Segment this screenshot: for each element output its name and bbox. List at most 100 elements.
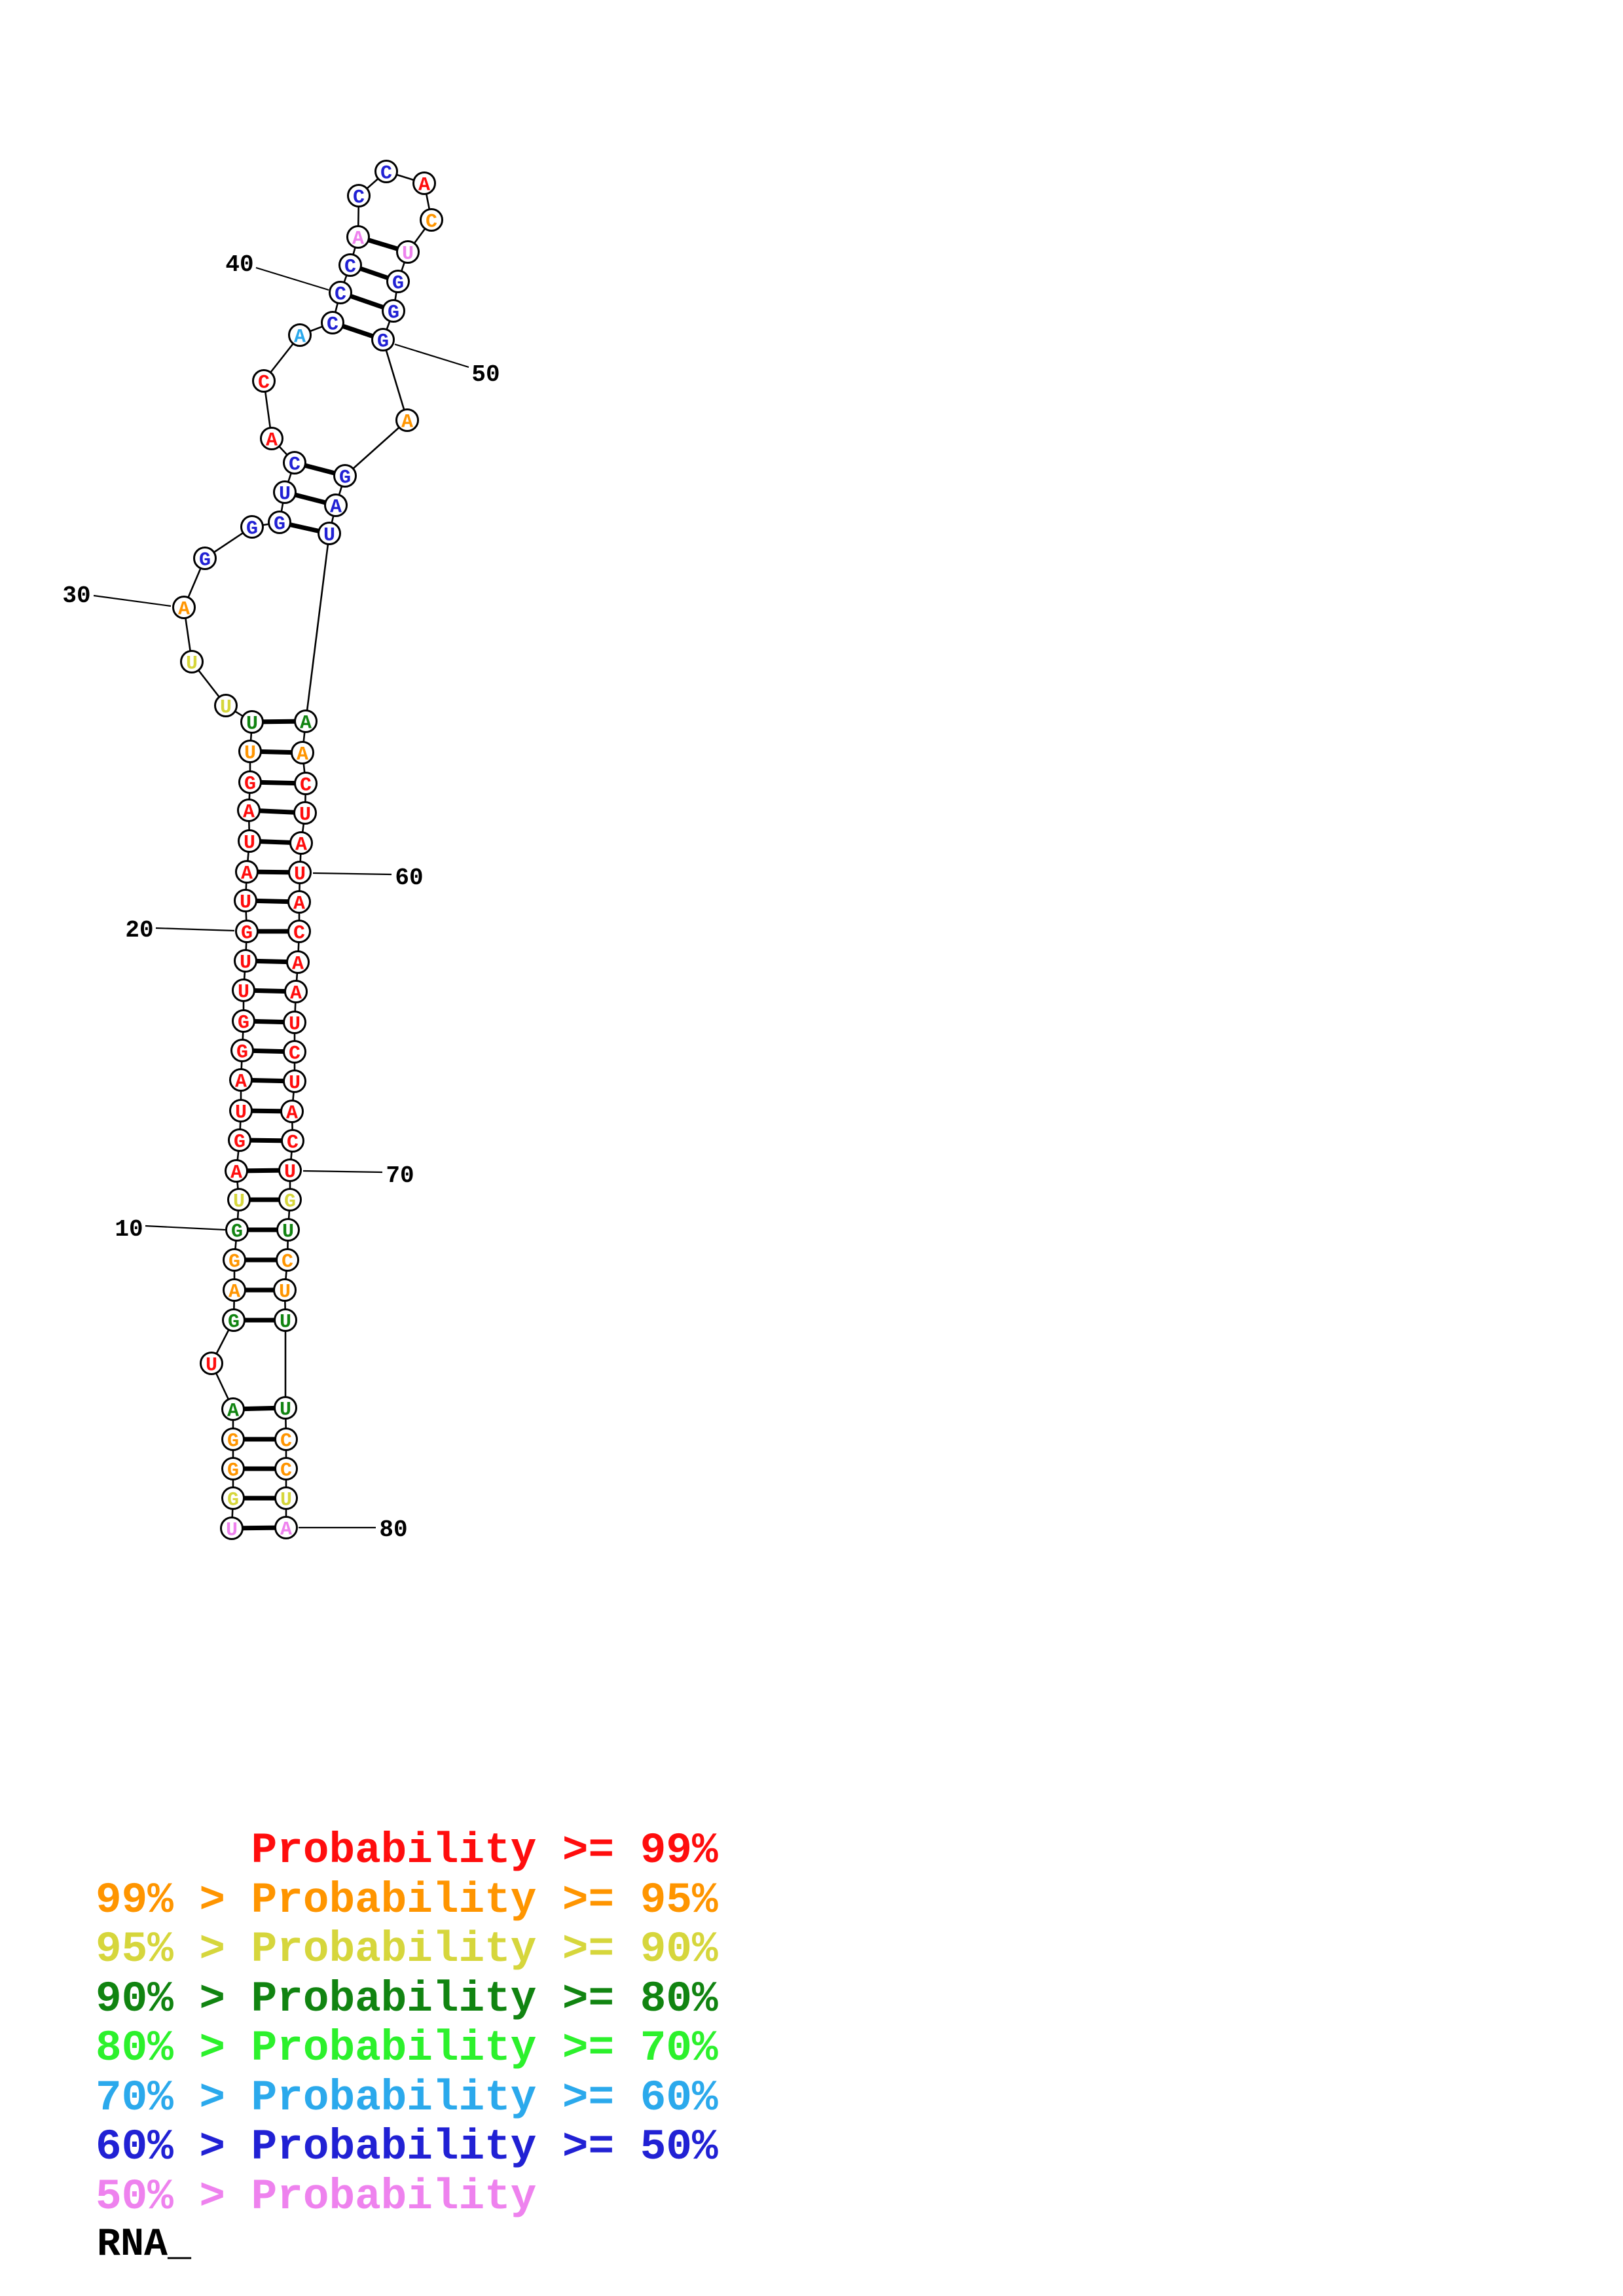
nucleotide-letter-36: A	[266, 430, 278, 452]
nucleotide-letter-57: C	[300, 775, 312, 797]
nucleotide-letter-41: C	[344, 257, 356, 279]
nucleotide-circle-8	[223, 1278, 246, 1302]
nucleotide-letter-8: A	[228, 1282, 240, 1304]
nucleotide-letter-29: U	[186, 653, 198, 675]
nucleotide-letter-15: A	[235, 1071, 247, 1094]
nucleotide-letter-37: C	[258, 372, 270, 395]
nucleotide-circle-55	[294, 709, 318, 733]
nucleotide-letter-63: A	[292, 954, 304, 976]
nucleotide-letter-3: G	[227, 1460, 239, 1482]
nucleotide-circle-6	[200, 1352, 223, 1375]
nucleotide-letter-68: A	[286, 1103, 298, 1125]
nucleotide-letter-34: U	[279, 484, 291, 506]
nucleotide-letter-26: U	[244, 743, 256, 765]
nucleotide-circle-69	[281, 1129, 304, 1153]
nucleotide-letter-49: G	[388, 302, 399, 325]
nucleotide-letter-35: C	[289, 454, 301, 476]
nucleotide-circle-12	[225, 1159, 248, 1183]
nucleotide-letter-76: U	[280, 1399, 291, 1422]
nucleotide-letter-14: U	[235, 1102, 247, 1124]
nucleotide-circle-49	[382, 299, 405, 323]
nucleotide-letter-39: C	[327, 314, 338, 336]
nucleotide-letter-7: G	[228, 1312, 240, 1334]
nucleotide-circle-29	[180, 650, 204, 673]
legend-line-7: 60% > Probability >= 50%	[96, 2123, 718, 2172]
nucleotide-letter-31: G	[199, 550, 211, 572]
nucleotide-letter-20: G	[241, 923, 253, 945]
nucleotide-letter-80: A	[280, 1519, 292, 1541]
nucleotide-circle-5	[221, 1397, 245, 1421]
nucleotide-letter-6: U	[206, 1355, 217, 1377]
nucleotide-circle-43	[347, 184, 371, 207]
position-label-line-20	[155, 927, 235, 932]
nucleotide-circle-68	[280, 1100, 304, 1123]
nucleotide-circle-80	[274, 1516, 298, 1539]
nucleotide-circle-53	[324, 493, 348, 517]
nucleotide-letter-30: A	[178, 599, 190, 621]
nucleotide-circle-13	[228, 1128, 251, 1152]
nucleotide-circle-62	[287, 920, 311, 943]
nucleotide-letter-48: G	[392, 273, 404, 295]
nucleotide-letter-60: U	[294, 864, 306, 886]
nucleotide-circle-52	[333, 464, 357, 488]
nucleotide-circle-31	[193, 547, 217, 570]
nucleotide-letter-46: C	[426, 211, 437, 234]
nucleotide-circle-15	[229, 1068, 253, 1092]
nucleotide-circle-50	[371, 328, 395, 351]
nucleotide-circle-16	[230, 1039, 254, 1062]
nucleotide-circle-40	[329, 281, 352, 304]
nucleotide-letter-16: G	[236, 1042, 248, 1064]
nucleotide-letter-18: U	[238, 982, 249, 1004]
position-label-50: 50	[471, 361, 500, 388]
nucleotide-letter-10: G	[231, 1221, 243, 1244]
nucleotide-circle-34	[273, 480, 297, 504]
nucleotide-letter-22: A	[241, 863, 253, 886]
nucleotide-letter-56: A	[297, 744, 308, 766]
position-label-30: 30	[62, 583, 90, 609]
nucleotide-circle-64	[284, 980, 308, 1003]
nucleotide-letter-19: U	[240, 952, 251, 975]
nucleotide-circle-60	[288, 861, 312, 884]
nucleotide-letter-21: U	[240, 892, 251, 914]
nucleotide-circle-39	[321, 311, 344, 334]
nucleotide-circle-54	[318, 522, 341, 545]
nucleotide-letter-13: G	[234, 1132, 246, 1154]
nucleotide-circle-71	[278, 1188, 302, 1211]
legend-line-5: 80% > Probability >= 70%	[96, 2024, 718, 2073]
nucleotide-circle-73	[276, 1248, 299, 1272]
nucleotide-letter-23: U	[244, 833, 255, 855]
backbone-segment	[382, 339, 409, 421]
nucleotide-circle-61	[287, 890, 311, 914]
nucleotide-circle-24	[237, 798, 261, 822]
nucleotide-circle-28	[214, 694, 238, 717]
nucleotide-letter-42: A	[352, 228, 364, 251]
nucleotide-letter-9: G	[228, 1251, 240, 1274]
nucleotide-letter-50: G	[377, 331, 389, 353]
nucleotide-circle-1	[220, 1516, 244, 1540]
legend-line-8: 50% > Probability	[96, 2172, 537, 2221]
nucleotide-circle-3	[221, 1457, 245, 1480]
nucleotide-circle-23	[238, 829, 261, 853]
nucleotide-letter-65: U	[289, 1014, 301, 1036]
nucleotide-circle-25	[238, 770, 262, 794]
nucleotide-letter-67: U	[289, 1073, 301, 1095]
nucleotide-letter-2: G	[227, 1490, 239, 1512]
nucleotide-circle-57	[294, 772, 318, 795]
nucleotide-letter-45: A	[418, 175, 430, 197]
nucleotide-letter-40: C	[335, 284, 346, 306]
nucleotide-circle-44	[374, 160, 398, 183]
nucleotide-circle-7	[222, 1308, 246, 1332]
nucleotide-circle-70	[278, 1158, 302, 1182]
nucleotide-circle-58	[293, 801, 317, 825]
nucleotide-circle-67	[283, 1069, 306, 1093]
nucleotide-circle-75	[274, 1308, 297, 1332]
nucleotide-circle-59	[289, 831, 313, 855]
nucleotide-letter-78: C	[280, 1460, 292, 1482]
nucleotide-circle-21	[234, 889, 257, 912]
legend-line-2: 99% > Probability >= 95%	[96, 1875, 718, 1925]
nucleotide-letter-75: U	[280, 1312, 291, 1334]
nucleotide-circle-32	[240, 515, 264, 539]
nucleotide-letter-5: A	[227, 1401, 239, 1423]
